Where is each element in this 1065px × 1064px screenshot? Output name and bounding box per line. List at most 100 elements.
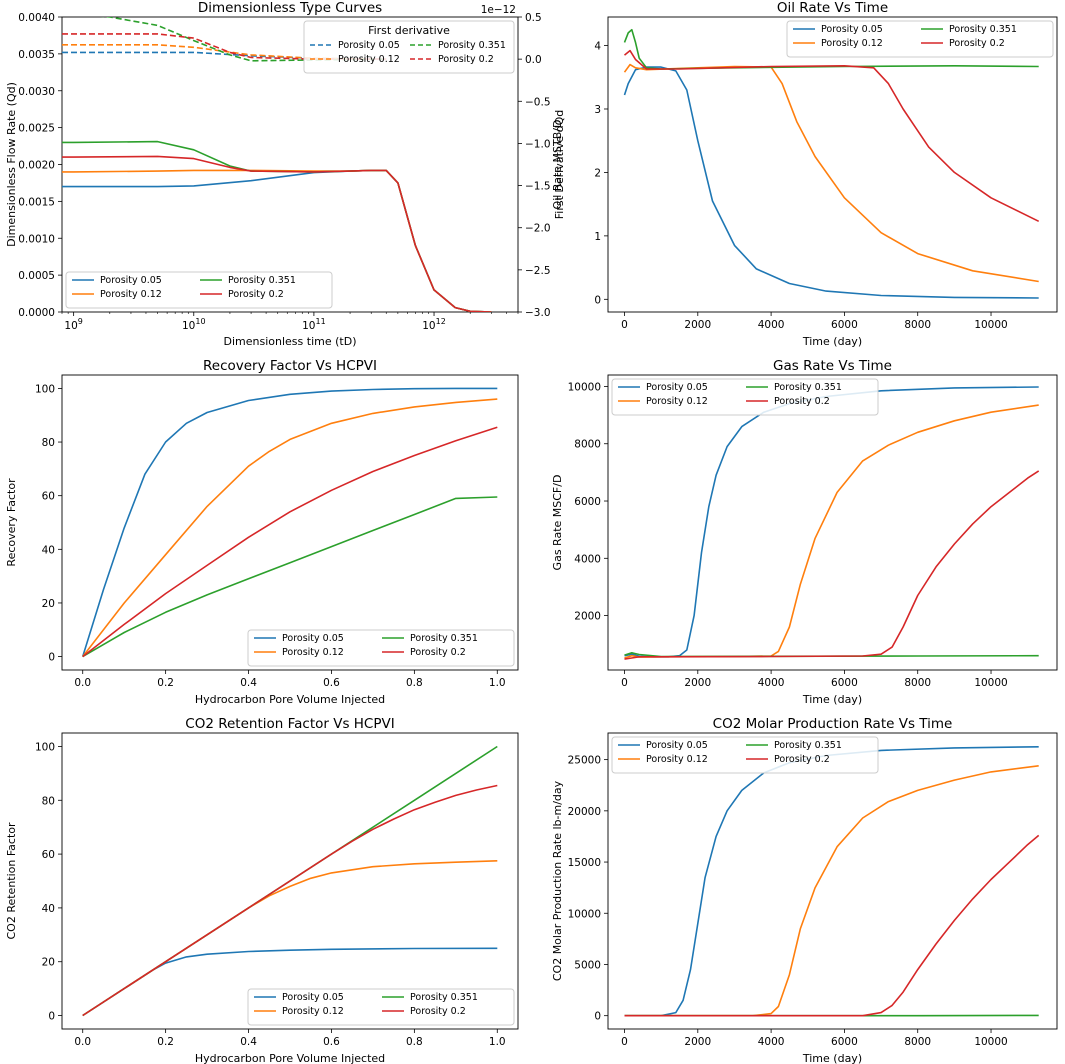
x-tick-label: 4000 (758, 677, 785, 689)
x-tick-label: 6000 (831, 319, 858, 331)
y-tick-label: 2000 (574, 611, 601, 623)
x-tick-base: 10 (422, 320, 435, 332)
chart-recovery-factor: Recovery Factor Vs HCPVI Hydrocarbon Pore… (5, 358, 519, 706)
legend: Porosity 0.05 Porosity 0.12 Porosity 0.351… (247, 629, 515, 667)
legend-label-porosity-0-12: Porosity 0.12 (821, 38, 883, 49)
legend: Porosity 0.05 Porosity 0.12 Porosity 0.351… (611, 378, 879, 416)
axes-frame (607, 732, 1058, 1030)
chart-title: CO2 Retention Factor Vs HCPVI (185, 716, 394, 732)
y-tick-label: 0.0010 (18, 233, 55, 245)
y-axis-label: Gas Rate MSCF/D (551, 475, 564, 571)
legend-label-porosity-0-2: Porosity 0.2 (410, 647, 466, 658)
legend-label-porosity-0-351: Porosity 0.351 (228, 275, 296, 286)
axes-frame (61, 374, 519, 671)
legend-label-porosity-0-351: Porosity 0.351 (774, 382, 842, 393)
y-tick-label: 25000 (568, 755, 601, 767)
y-tick-label: 4 (594, 41, 601, 53)
legend-label-porosity-0-05: Porosity 0.05 (646, 382, 708, 393)
series-line-porosity-0-351 (82, 496, 498, 658)
series-line-porosity-0-351 (623, 28, 1039, 70)
legend-label-porosity-0-2: Porosity 0.2 (774, 396, 830, 407)
legend-label-porosity-0-351: Porosity 0.351 (949, 24, 1017, 35)
y-tick-label: 60 (42, 849, 55, 861)
legend-label-porosity-0-2: Porosity 0.2 (228, 289, 284, 300)
legend-label-porosity-0-12: Porosity 0.12 (282, 647, 344, 658)
y-tick-label: 0.0025 (18, 123, 55, 135)
y2-offset-label: 1e−12 (481, 4, 516, 16)
y2-axis-label: First Derivative dQd (553, 110, 566, 219)
series-line-porosity-0-12 (624, 404, 1039, 659)
axes-frame (607, 16, 1058, 313)
x-tick-label: 0.4 (240, 677, 257, 689)
y-axis-label: CO2 Retention Factor (5, 822, 18, 940)
y2-tick-label: −0.5 (525, 96, 551, 108)
x-tick-label: 0.6 (323, 1036, 340, 1048)
axes-frame (607, 374, 1058, 671)
derivative-legend: First derivative Porosity 0.05 Porosity 0.… (303, 20, 515, 74)
y-tick-label: 0 (594, 1011, 601, 1023)
x-tick-label: 2000 (684, 319, 711, 331)
series-line-porosity-0-2 (624, 470, 1040, 660)
y-tick-label: 100 (35, 383, 55, 395)
x-tick-base: 10 (64, 320, 77, 332)
chart-type-curves: Dimensionless Type Curves Dimensionless t… (5, 0, 566, 348)
y-tick-label: 60 (42, 491, 55, 503)
legend-label-porosity-0-05: Porosity 0.05 (821, 24, 883, 35)
legend-label-porosity-0-351: Porosity 0.351 (438, 40, 506, 51)
x-tick-base: 10 (182, 320, 195, 332)
legend-label-porosity-0-05: Porosity 0.05 (338, 40, 400, 51)
legend-label-porosity-0-2: Porosity 0.2 (438, 54, 494, 65)
legend-frame (247, 988, 515, 1026)
legend-frame (247, 629, 515, 667)
x-tick-label: 0.2 (157, 677, 174, 689)
legend: Porosity 0.05 Porosity 0.12 Porosity 0.351… (611, 736, 879, 774)
y2-tick-label: 0.0 (525, 54, 542, 66)
series-line-porosity-0-2 (82, 784, 498, 1017)
y-tick-label: 0 (594, 294, 601, 306)
x-tick-base: 10 (302, 320, 315, 332)
x-tick-label: 0.2 (157, 1036, 174, 1048)
y-tick-label: 0 (48, 1011, 55, 1023)
legend-label-porosity-0-05: Porosity 0.05 (646, 740, 708, 751)
series-line-porosity-0-05 (624, 746, 1039, 1017)
chart-title: Dimensionless Type Curves (198, 0, 382, 16)
x-tick-label: 4000 (758, 1036, 785, 1048)
legend-label-porosity-0-351: Porosity 0.351 (410, 992, 478, 1003)
series-line-porosity-0-2 (623, 49, 1040, 223)
chart-gas-rate: Gas Rate Vs Time Time (day) Gas Rate MSCF/… (551, 358, 1058, 706)
legend-label-porosity-0-2: Porosity 0.2 (774, 754, 830, 765)
x-tick-label: 0.6 (323, 677, 340, 689)
series-line-porosity-0-2 (624, 834, 1040, 1017)
y-tick-label: 10000 (568, 908, 601, 920)
x-tick-label: 0 (621, 319, 628, 331)
x-tick-label: 0.8 (406, 1036, 423, 1048)
x-tick-label: 1.0 (489, 677, 506, 689)
x-tick-exponent: 10 (195, 317, 205, 326)
legend-label-porosity-0-12: Porosity 0.12 (338, 54, 400, 65)
x-tick-label: 1011 (302, 317, 326, 332)
x-tick-label: 1012 (422, 317, 446, 332)
y-tick-label: 20 (42, 957, 55, 969)
y-tick-label: 0 (48, 652, 55, 664)
y2-tick-label: −2.0 (525, 223, 551, 235)
x-tick-label: 0 (621, 677, 628, 689)
x-tick-label: 8000 (904, 1036, 931, 1048)
x-axis-label: Dimensionless time (tD) (224, 335, 357, 348)
y-axis-label: Recovery Factor (5, 478, 18, 567)
series-line-porosity-0-05 (623, 66, 1039, 299)
x-tick-label: 4000 (758, 319, 785, 331)
x-tick-label: 10000 (974, 1036, 1007, 1048)
y2-tick-label: −1.5 (525, 181, 551, 193)
legend: Porosity 0.05 Porosity 0.12 Porosity 0.351… (247, 988, 515, 1026)
x-tick-label: 0.0 (74, 1036, 91, 1048)
y-tick-label: 0.0020 (18, 160, 55, 172)
y-tick-label: 80 (42, 795, 55, 807)
y-tick-label: 2 (594, 167, 601, 179)
y-tick-label: 0.0005 (18, 270, 55, 282)
legend-label-porosity-0-351: Porosity 0.351 (774, 740, 842, 751)
y-tick-label: 100 (35, 741, 55, 753)
y-tick-label: 0.0040 (18, 12, 55, 24)
series-line-porosity-0-12 (623, 63, 1039, 283)
y2-tick-label: −1.0 (525, 138, 551, 150)
